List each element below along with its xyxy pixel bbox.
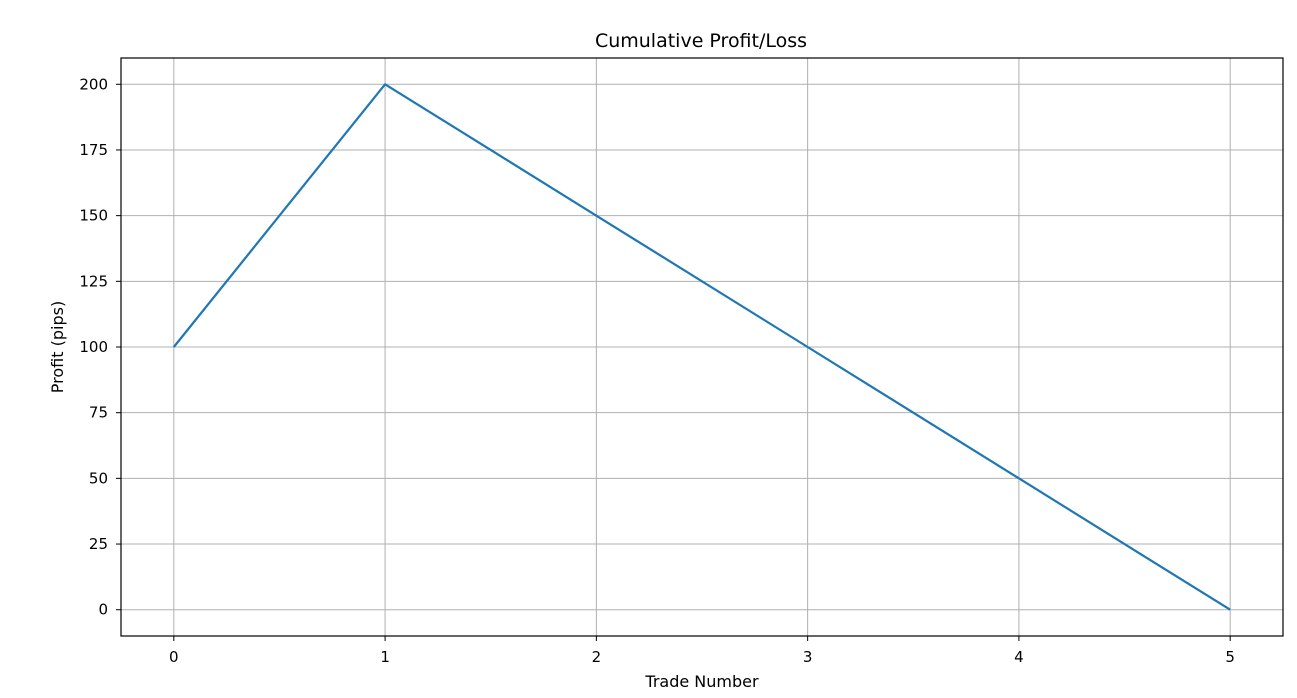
y-tick-label: 175 (79, 141, 108, 159)
y-tick-label: 50 (89, 469, 108, 487)
x-tick-label: 4 (1014, 648, 1024, 666)
series-layer (172, 83, 1231, 611)
y-tick-label: 25 (89, 535, 108, 553)
x-axis-label: Trade Number (644, 672, 759, 691)
grid (121, 58, 1283, 636)
x-tick-label: 2 (592, 648, 602, 666)
chart-title: Cumulative Profit/Loss (595, 30, 807, 52)
x-tick-label: 0 (169, 648, 179, 666)
y-axis-label: Profit (pips) (48, 301, 67, 393)
y-tick-label: 0 (98, 601, 108, 619)
y-tick-label: 150 (79, 207, 108, 225)
series-line (172, 83, 1231, 611)
x-tick-label: 1 (380, 648, 390, 666)
y-tick-label: 100 (79, 338, 108, 356)
y-tick-label: 75 (89, 404, 108, 422)
x-tick-label: 3 (803, 648, 813, 666)
x-tick-label: 5 (1225, 648, 1235, 666)
y-tick-label: 200 (79, 75, 108, 93)
y-tick-label: 125 (79, 272, 108, 290)
